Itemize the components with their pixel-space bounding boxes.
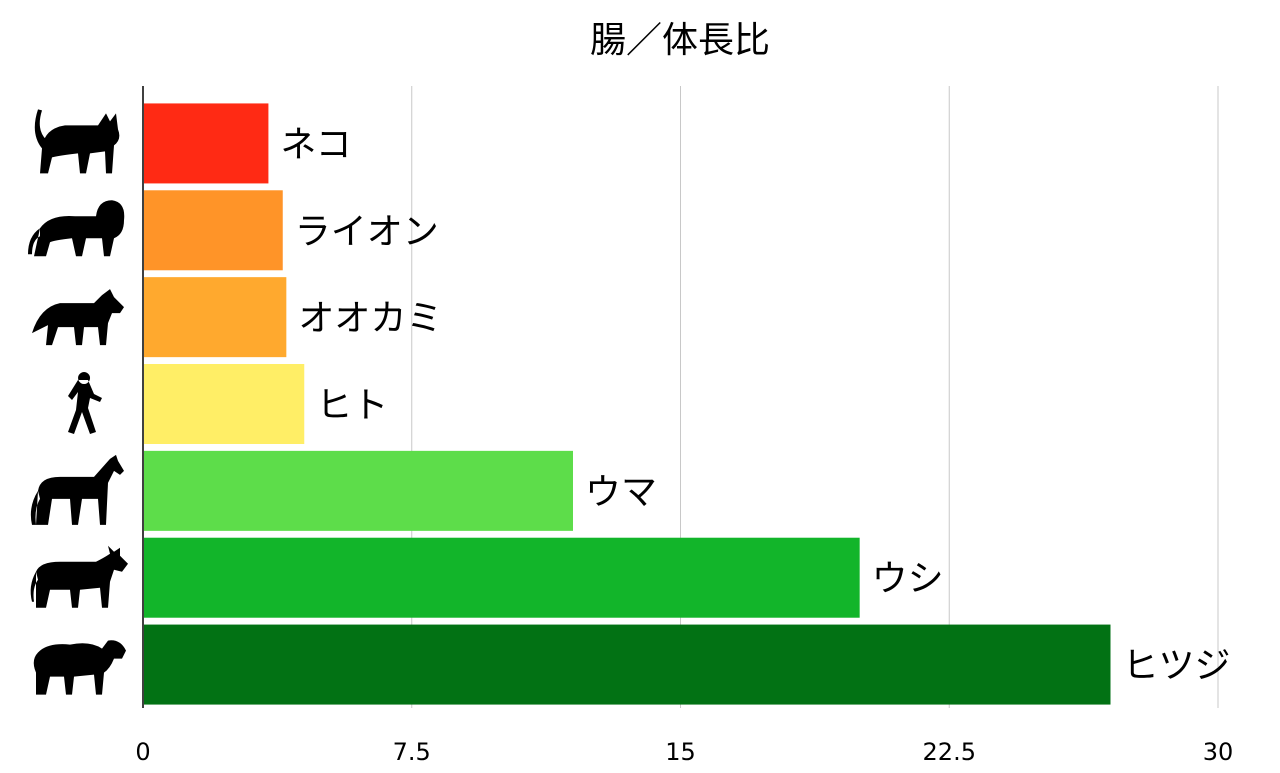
chart-title: 腸／体長比 bbox=[590, 20, 770, 61]
bar bbox=[144, 624, 1111, 705]
x-tick-label: 7.5 bbox=[393, 738, 431, 766]
bar-label: ライオン bbox=[295, 211, 439, 252]
bar bbox=[144, 450, 573, 531]
bar-label: ヒト bbox=[316, 385, 388, 426]
bar-label: ネコ bbox=[280, 124, 351, 165]
bar-label: ヒツジ bbox=[1123, 646, 1231, 687]
x-axis-ticks: 0 7.5 15 22.5 30 bbox=[135, 738, 1233, 766]
x-tick-label: 22.5 bbox=[923, 738, 976, 766]
lion-icon bbox=[28, 200, 125, 257]
bar-label: ウマ bbox=[585, 472, 657, 513]
bar bbox=[144, 277, 287, 358]
bar-label: ウシ bbox=[872, 559, 944, 600]
bar bbox=[144, 103, 269, 184]
walking-person-icon bbox=[68, 372, 102, 434]
bar bbox=[144, 190, 283, 271]
cat-icon bbox=[34, 109, 120, 174]
horse-icon bbox=[30, 454, 124, 525]
bar bbox=[144, 537, 860, 618]
cow-icon bbox=[30, 545, 128, 608]
wolf-icon bbox=[32, 289, 124, 346]
x-tick-label: 15 bbox=[665, 738, 696, 766]
animal-icons bbox=[28, 109, 128, 695]
bar-label: オオカミ bbox=[298, 298, 442, 339]
x-tick-label: 30 bbox=[1203, 738, 1234, 766]
sheep-icon bbox=[33, 640, 126, 695]
x-tick-label: 0 bbox=[135, 738, 150, 766]
bar bbox=[144, 364, 305, 444]
